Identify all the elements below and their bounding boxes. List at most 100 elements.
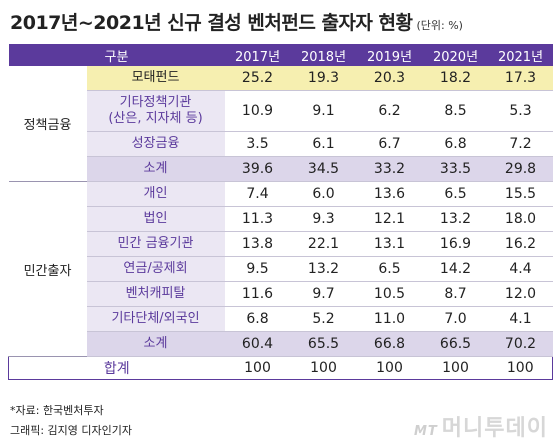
value-cell: 15.5 [488,181,553,207]
brand-logo: MT 머니투데이 [414,410,548,442]
value-cell: 13.6 [356,181,423,207]
total-value: 100 [290,356,357,380]
row-label: 민간 금융기관 [86,231,225,257]
value-cell: 10.9 [224,90,291,132]
total-row: 합계 100 100 100 100 100 [7,356,554,380]
value-cell: 6.7 [356,131,423,157]
value-cell: 13.2 [422,206,489,232]
total-value: 100 [224,356,291,380]
logo-mark: MT [413,424,438,439]
page-title: 2017년~2021년 신규 결성 벤처펀드 출자자 현황 (단위: %) [10,8,463,35]
value-cell: 8.5 [422,90,489,132]
value-cell: 20.3 [356,66,423,91]
value-cell: 18.2 [422,66,489,91]
row-label: 성장금융 [86,131,225,157]
value-cell: 70.2 [488,331,553,357]
logo-text: 머니투데이 [441,416,548,441]
header-cell: 2018년 [290,44,357,66]
header-cell: 2019년 [356,44,423,66]
table-row: 성장금융 3.5 6.1 6.7 6.8 7.2 [9,131,553,157]
header-cell: 2020년 [422,44,489,66]
table-row: 기타단체/외국인 6.8 5.2 11.0 7.0 4.1 [9,306,553,332]
title-text: 2017년~2021년 신규 결성 벤처펀드 출자자 현황 [10,12,413,34]
value-cell: 9.5 [224,256,291,282]
value-cell: 9.7 [290,281,357,307]
header-cell: 2021년 [488,44,553,66]
unit-label: (단위: %) [416,19,463,32]
row-label: 기타정책기관 (산은, 지자체 등) [86,90,225,132]
value-cell: 8.7 [422,281,489,307]
value-cell: 33.2 [356,156,423,182]
total-value: 100 [356,356,423,380]
value-cell: 6.5 [422,181,489,207]
value-cell: 4.4 [488,256,553,282]
value-cell: 7.2 [488,131,553,157]
value-cell: 13.8 [224,231,291,257]
value-cell: 60.4 [224,331,291,357]
header-cell: 구분 [8,44,225,66]
table-row: 민간 금융기관 13.8 22.1 13.1 16.9 16.2 [9,231,553,257]
value-cell: 13.2 [290,256,357,282]
value-cell: 11.6 [224,281,291,307]
table-header: 구분 2017년 2018년 2019년 2020년 2021년 [8,44,553,66]
row-label: 소계 [86,156,225,182]
table-body: 정책금융 모태펀드 25.2 19.3 20.3 18.2 17.3 기타정책기관 (산은, 지… [7,66,554,380]
value-cell: 5.2 [290,306,357,332]
row-label: 소계 [86,331,225,357]
table-row: 민간출자 개인 7.4 6.0 13.6 6.5 15.5 [8,181,553,357]
value-cell: 10.5 [356,281,423,307]
row-label: 기타단체/외국인 [86,306,225,332]
value-cell: 9.1 [290,90,357,132]
table-row: 기타정책기관 (산은, 지자체 등) 10.9 9.1 6.2 8.5 5.3 [9,90,553,132]
row-label: 벤처캐피탈 [86,281,225,307]
table-row: 벤처캐피탈 11.6 9.7 10.5 8.7 12.0 [9,281,553,307]
row-label: 개인 [86,181,225,207]
total-label: 합계 [7,356,225,380]
value-cell: 12.0 [488,281,553,307]
value-cell: 13.1 [356,231,423,257]
value-cell: 3.5 [224,131,291,157]
row-label: 법인 [86,206,225,232]
total-value: 100 [488,356,554,380]
value-cell: 6.0 [290,181,357,207]
value-cell: 16.9 [422,231,489,257]
value-cell: 12.1 [356,206,423,232]
value-cell: 18.0 [488,206,553,232]
value-cell: 33.5 [422,156,489,182]
value-cell: 16.2 [488,231,553,257]
value-cell: 14.2 [422,256,489,282]
header-cell: 2017년 [224,44,291,66]
value-cell: 22.1 [290,231,357,257]
value-cell: 17.3 [488,66,553,91]
investor-table: 구분 2017년 2018년 2019년 2020년 2021년 정책금융 모태펀드 25.2… [7,44,554,380]
table-row: 연금/공제회 9.5 13.2 6.5 14.2 4.4 [9,256,553,282]
value-cell: 19.3 [290,66,357,91]
table-row: 법인 11.3 9.3 12.1 13.2 18.0 [9,206,553,232]
value-cell: 34.5 [290,156,357,182]
value-cell: 7.0 [422,306,489,332]
value-cell: 11.3 [224,206,291,232]
value-cell: 9.3 [290,206,357,232]
value-cell: 6.2 [356,90,423,132]
row-label: 연금/공제회 [86,256,225,282]
value-cell: 65.5 [290,331,357,357]
value-cell: 6.5 [356,256,423,282]
total-value: 100 [422,356,489,380]
value-cell: 6.8 [422,131,489,157]
value-cell: 66.5 [422,331,489,357]
source-note: *자료: 한국벤처투자 [10,404,104,417]
value-cell: 66.8 [356,331,423,357]
value-cell: 25.2 [224,66,291,91]
credit-note: 그래픽: 김지영 디자인기자 [10,424,133,437]
header-row: 구분 2017년 2018년 2019년 2020년 2021년 [8,44,553,66]
value-cell: 7.4 [224,181,291,207]
value-cell: 6.8 [224,306,291,332]
value-cell: 5.3 [488,90,553,132]
table-row: 소계 39.6 34.5 33.2 33.5 29.8 [9,156,553,182]
value-cell: 11.0 [356,306,423,332]
table-row: 소계 60.4 65.5 66.8 66.5 70.2 [9,331,553,357]
group-label: 민간출자 [8,181,87,357]
row-label: 모태펀드 [86,66,225,91]
group-label: 정책금융 [8,66,87,182]
value-cell: 39.6 [224,156,291,182]
